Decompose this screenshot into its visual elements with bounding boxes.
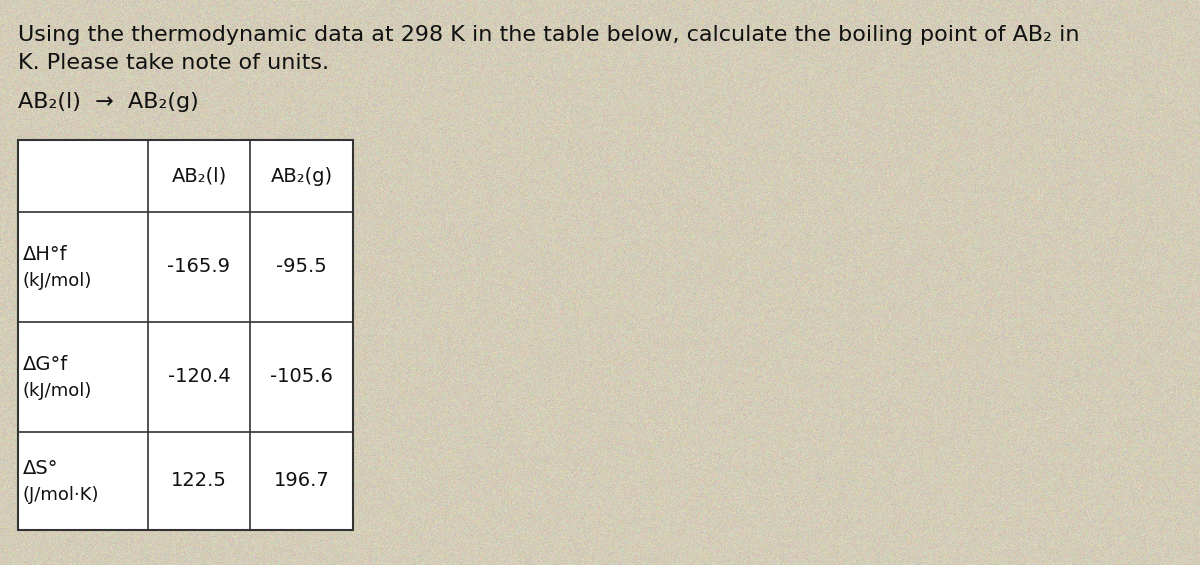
Text: AB₂(g): AB₂(g)	[270, 167, 332, 185]
Text: 196.7: 196.7	[274, 472, 329, 490]
Text: -165.9: -165.9	[168, 258, 230, 276]
Text: ΔS°: ΔS°	[23, 459, 59, 479]
Text: AB₂(l): AB₂(l)	[172, 167, 227, 185]
Text: Using the thermodynamic data at 298 K in the table below, calculate the boiling : Using the thermodynamic data at 298 K in…	[18, 25, 1080, 45]
Text: AB₂(l)  →  AB₂(g): AB₂(l) → AB₂(g)	[18, 92, 199, 112]
Text: ΔH°f: ΔH°f	[23, 246, 67, 264]
Bar	[18, 140, 353, 530]
Text: (J/mol·K): (J/mol·K)	[23, 486, 100, 504]
Text: (kJ/mol): (kJ/mol)	[23, 272, 92, 290]
Text: -120.4: -120.4	[168, 367, 230, 386]
Text: 122.5: 122.5	[172, 472, 227, 490]
Text: ΔG°f: ΔG°f	[23, 355, 68, 375]
Text: K. Please take note of units.: K. Please take note of units.	[18, 53, 329, 73]
Text: (kJ/mol): (kJ/mol)	[23, 382, 92, 400]
Text: -95.5: -95.5	[276, 258, 326, 276]
Text: -105.6: -105.6	[270, 367, 332, 386]
